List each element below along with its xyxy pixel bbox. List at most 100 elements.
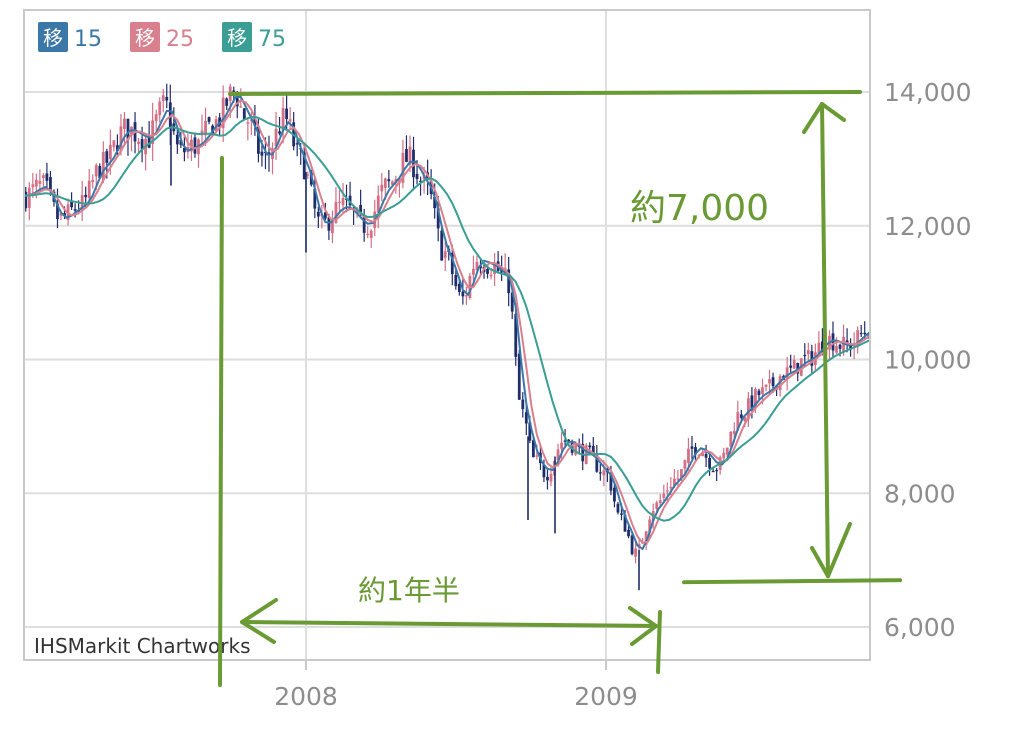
candle-body: [644, 531, 648, 545]
candle-body: [658, 500, 662, 504]
range-arrow-shaft: [820, 102, 830, 579]
candle-body: [789, 365, 793, 368]
candle-body: [676, 478, 680, 480]
candle-body: [207, 117, 211, 122]
candle-body: [281, 108, 285, 131]
legend-value: 15: [74, 27, 102, 52]
candle-body: [87, 180, 91, 199]
candle-body: [750, 395, 754, 410]
candle-body: [235, 96, 239, 107]
candle-body: [595, 453, 599, 472]
candle-body: [711, 470, 715, 473]
candle-body: [634, 548, 637, 557]
candle-body: [27, 187, 31, 208]
candle-body: [514, 313, 518, 357]
candle-body: [38, 180, 42, 184]
candle-body: [517, 353, 521, 400]
chart-credit: IHSMarkit Chartworks: [34, 634, 250, 658]
candle-body: [242, 108, 246, 120]
candle-body: [31, 184, 35, 188]
candle-body: [70, 200, 73, 208]
candle-body: [415, 173, 419, 179]
candle-body: [288, 119, 292, 122]
candle-body: [842, 336, 845, 353]
candle-body: [366, 233, 370, 236]
candle-body: [306, 174, 310, 176]
candle-body: [313, 188, 317, 209]
candle-body: [302, 152, 306, 180]
candle-body: [112, 140, 116, 148]
candle-body: [126, 118, 130, 140]
candle-body: [725, 447, 729, 455]
duration-arrow-left-head: [240, 598, 278, 644]
candle-body: [528, 422, 532, 441]
legend: 移 15 移 25 移 75: [38, 22, 286, 52]
legend-swatch: [130, 22, 160, 52]
candle-body: [817, 342, 821, 354]
candle-body: [655, 502, 659, 509]
candle-body: [856, 330, 860, 347]
candle-body: [524, 412, 528, 424]
candle-body: [588, 445, 592, 448]
candle-body: [785, 367, 789, 380]
candle-body: [581, 443, 585, 462]
candle-body: [598, 472, 602, 474]
range-arrow-down-head: [810, 522, 852, 579]
candle-body: [338, 201, 341, 203]
candle-body: [563, 440, 567, 442]
candle-body: [616, 503, 620, 513]
candle-body: [376, 195, 380, 213]
candle-body: [49, 177, 52, 191]
candle-body: [475, 261, 479, 271]
candle-body: [274, 128, 278, 146]
candle-body: [204, 121, 207, 136]
candle-body: [119, 126, 123, 152]
candle-body: [623, 514, 627, 532]
candle-body: [405, 149, 408, 162]
candle-body: [359, 204, 363, 213]
candle-body: [253, 116, 257, 126]
y-tick-label: 6,000: [884, 613, 956, 642]
candle-body: [849, 343, 853, 350]
candle-body: [690, 446, 694, 449]
candle-body: [151, 120, 155, 145]
candle-body: [383, 178, 387, 188]
candle-body: [98, 166, 102, 179]
candle-body: [859, 332, 863, 335]
handwritten-annotations: 約7,000 約1年半: [218, 90, 902, 687]
candle-body: [436, 208, 440, 229]
candle-body: [574, 444, 578, 455]
candle-body: [63, 213, 66, 216]
candle-body: [225, 98, 229, 106]
candle-body: [334, 201, 338, 223]
candle-body: [510, 292, 514, 312]
credit-backdrop: [28, 630, 300, 658]
candle-body: [602, 470, 606, 476]
moving-average-lines: [23, 95, 871, 551]
candle-body: [73, 209, 77, 211]
candle-body: [609, 473, 613, 491]
range-arrow-up-head: [802, 102, 846, 134]
candle-body: [708, 458, 712, 469]
candle-body: [140, 139, 144, 150]
candle-body: [450, 252, 454, 275]
candle-body: [84, 194, 88, 198]
candle-body: [158, 101, 162, 116]
candle-body: [863, 332, 867, 335]
candle-body: [369, 230, 373, 238]
candle-body: [803, 354, 807, 357]
candle-body: [489, 274, 493, 277]
candle-body: [669, 487, 673, 489]
candle-body: [768, 379, 771, 384]
candle-body: [694, 447, 697, 455]
candle-body: [239, 106, 243, 108]
candle-body: [531, 440, 535, 458]
candle-body: [105, 151, 109, 163]
moving-average-25-line: [23, 99, 871, 545]
candle-body: [461, 291, 465, 297]
chart-grid: [24, 10, 870, 660]
candle-body: [137, 141, 140, 145]
candle-body: [831, 333, 835, 351]
candle-body: [175, 134, 179, 145]
